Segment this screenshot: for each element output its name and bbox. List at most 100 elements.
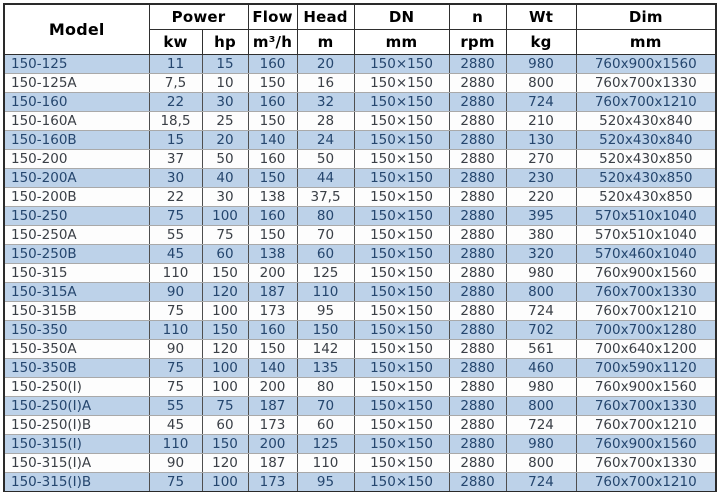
cell-model: 150-160A [3,111,150,131]
table-row: 150-250(I)A 55 75 187 70 150×150 2880 80… [3,396,717,416]
cell-rpm: 2880 [448,453,507,473]
cell-dn: 150×150 [353,244,450,264]
cell-power-kw: 37 [148,149,203,169]
cell-power-hp: 150 [201,434,249,454]
cell-dn: 150×150 [353,92,450,112]
cell-flow: 150 [247,73,298,93]
cell-power-kw: 75 [148,301,203,321]
col-header-flow: Flow [247,3,298,30]
cell-weight: 270 [505,149,577,169]
cell-dn: 150×150 [353,434,450,454]
table-row: 150-250A 55 75 150 70 150×150 2880 380 5… [3,225,717,245]
cell-flow: 160 [247,149,298,169]
cell-dimensions: 760x700x1210 [575,92,717,112]
cell-head: 80 [296,377,355,397]
cell-weight: 702 [505,320,577,340]
cell-flow: 173 [247,415,298,435]
cell-power-hp: 100 [201,301,249,321]
cell-head: 50 [296,149,355,169]
cell-dimensions: 760x900x1560 [575,377,717,397]
table-row: 150-315(I)A 90 120 187 110 150×150 2880 … [3,453,717,473]
cell-power-kw: 55 [148,225,203,245]
cell-rpm: 2880 [448,111,507,131]
cell-power-kw: 55 [148,396,203,416]
cell-power-kw: 22 [148,92,203,112]
cell-weight: 800 [505,396,577,416]
cell-power-hp: 10 [201,73,249,93]
cell-rpm: 2880 [448,472,507,492]
table-row: 150-315(I) 110 150 200 125 150×150 2880 … [3,434,717,454]
cell-model: 150-315(I) [3,434,150,454]
cell-model: 150-200 [3,149,150,169]
cell-power-kw: 7,5 [148,73,203,93]
cell-head: 60 [296,244,355,264]
cell-rpm: 2880 [448,282,507,302]
cell-flow: 150 [247,225,298,245]
cell-flow: 150 [247,168,298,188]
table-row: 150-200B 22 30 138 37,5 150×150 2880 220… [3,187,717,207]
table-row: 150-200 37 50 160 50 150×150 2880 270 52… [3,149,717,169]
cell-dn: 150×150 [353,111,450,131]
cell-head: 95 [296,301,355,321]
cell-power-kw: 90 [148,339,203,359]
cell-flow: 140 [247,130,298,150]
cell-dimensions: 760x700x1330 [575,282,717,302]
table-row: 150-350A 90 120 150 142 150×150 2880 561… [3,339,717,359]
cell-weight: 210 [505,111,577,131]
cell-power-kw: 15 [148,130,203,150]
cell-dimensions: 700x700x1280 [575,320,717,340]
cell-weight: 220 [505,187,577,207]
cell-model: 150-250A [3,225,150,245]
cell-weight: 980 [505,434,577,454]
cell-dimensions: 700x640x1200 [575,339,717,359]
cell-dimensions: 760x900x1560 [575,263,717,283]
cell-power-hp: 30 [201,92,249,112]
cell-weight: 561 [505,339,577,359]
cell-power-hp: 75 [201,396,249,416]
cell-head: 32 [296,92,355,112]
cell-rpm: 2880 [448,130,507,150]
cell-head: 60 [296,415,355,435]
table-row: 150-250(I)B 45 60 173 60 150×150 2880 72… [3,415,717,435]
cell-rpm: 2880 [448,187,507,207]
cell-power-kw: 11 [148,54,203,74]
cell-power-kw: 110 [148,434,203,454]
cell-dimensions: 570x460x1040 [575,244,717,264]
cell-dn: 150×150 [353,358,450,378]
cell-power-kw: 110 [148,320,203,340]
col-header-kw: kw [148,29,203,55]
col-header-dn-unit: mm [353,29,450,55]
col-header-model: Model [3,3,150,55]
cell-dn: 150×150 [353,415,450,435]
cell-power-hp: 100 [201,472,249,492]
cell-rpm: 2880 [448,320,507,340]
cell-weight: 800 [505,73,577,93]
cell-power-hp: 60 [201,244,249,264]
table-row: 150-160B 15 20 140 24 150×150 2880 130 5… [3,130,717,150]
cell-flow: 200 [247,377,298,397]
cell-dn: 150×150 [353,339,450,359]
cell-power-kw: 75 [148,206,203,226]
cell-power-hp: 25 [201,111,249,131]
cell-power-hp: 100 [201,206,249,226]
cell-rpm: 2880 [448,73,507,93]
cell-head: 16 [296,73,355,93]
cell-rpm: 2880 [448,358,507,378]
cell-weight: 980 [505,54,577,74]
cell-power-kw: 18,5 [148,111,203,131]
cell-power-hp: 50 [201,149,249,169]
cell-rpm: 2880 [448,301,507,321]
cell-power-hp: 20 [201,130,249,150]
cell-head: 80 [296,206,355,226]
cell-power-kw: 75 [148,377,203,397]
cell-rpm: 2880 [448,168,507,188]
cell-model: 150-250B [3,244,150,264]
cell-head: 70 [296,396,355,416]
cell-head: 95 [296,472,355,492]
cell-flow: 150 [247,339,298,359]
col-header-hp: hp [201,29,249,55]
cell-dn: 150×150 [353,472,450,492]
table-row: 150-125A 7,5 10 150 16 150×150 2880 800 … [3,73,717,93]
cell-weight: 724 [505,472,577,492]
cell-weight: 380 [505,225,577,245]
